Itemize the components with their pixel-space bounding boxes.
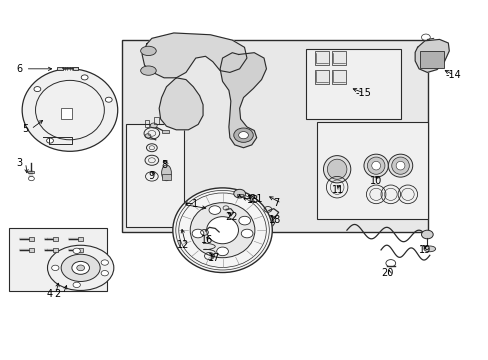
Text: 22: 22: [224, 212, 237, 221]
Ellipse shape: [190, 203, 254, 258]
Text: 16: 16: [200, 235, 212, 245]
Circle shape: [72, 261, 89, 274]
Text: 6: 6: [17, 64, 23, 74]
Text: -14: -14: [445, 70, 460, 80]
Text: ←21: ←21: [242, 194, 262, 204]
Circle shape: [101, 260, 108, 265]
Bar: [73, 67, 78, 70]
Circle shape: [46, 138, 53, 143]
Circle shape: [105, 97, 112, 102]
Circle shape: [233, 189, 245, 198]
Ellipse shape: [391, 157, 408, 174]
Circle shape: [101, 270, 108, 276]
Text: 3: 3: [17, 158, 23, 168]
Bar: [316, 122, 427, 219]
Polygon shape: [414, 40, 448, 72]
Ellipse shape: [172, 188, 272, 273]
Polygon shape: [220, 53, 266, 148]
Bar: [331, 51, 345, 65]
Ellipse shape: [366, 157, 384, 174]
Circle shape: [34, 87, 41, 91]
Bar: [236, 194, 242, 196]
Ellipse shape: [22, 69, 118, 151]
Bar: [29, 248, 34, 252]
Bar: [305, 49, 400, 119]
Ellipse shape: [387, 154, 412, 177]
Bar: [78, 237, 82, 241]
Text: 18: 18: [268, 215, 281, 225]
Text: 11: 11: [331, 185, 344, 195]
Text: 17: 17: [207, 253, 220, 263]
Circle shape: [241, 229, 252, 238]
Bar: [126, 125, 183, 226]
Ellipse shape: [47, 245, 114, 291]
Ellipse shape: [141, 46, 156, 55]
Text: 13: 13: [246, 195, 259, 206]
Polygon shape: [142, 33, 246, 78]
Text: 10: 10: [369, 176, 382, 186]
Bar: [161, 174, 171, 180]
Ellipse shape: [61, 254, 100, 282]
Text: 20: 20: [380, 268, 393, 278]
Bar: [9, 228, 107, 291]
Bar: [78, 248, 82, 252]
Ellipse shape: [371, 161, 380, 170]
Polygon shape: [159, 78, 203, 130]
Text: 7: 7: [272, 198, 279, 208]
Circle shape: [421, 230, 432, 239]
Bar: [154, 117, 159, 125]
Bar: [57, 67, 63, 70]
Bar: [315, 51, 328, 65]
Text: ←1: ←1: [184, 199, 199, 210]
Ellipse shape: [161, 165, 171, 181]
Text: 19: 19: [418, 245, 430, 255]
Text: 8: 8: [161, 160, 167, 170]
Bar: [61, 108, 72, 119]
Circle shape: [77, 265, 84, 271]
Bar: [331, 69, 345, 84]
Text: 9: 9: [148, 171, 154, 181]
Text: 5: 5: [22, 124, 28, 134]
Ellipse shape: [206, 217, 238, 244]
Ellipse shape: [323, 156, 350, 183]
Circle shape: [208, 206, 220, 215]
Ellipse shape: [327, 159, 346, 179]
Circle shape: [216, 247, 228, 256]
Text: 12: 12: [177, 240, 189, 250]
Ellipse shape: [395, 161, 404, 170]
Text: 2: 2: [54, 289, 61, 299]
Circle shape: [145, 134, 151, 138]
Circle shape: [73, 248, 80, 253]
Circle shape: [238, 216, 250, 225]
Circle shape: [150, 123, 157, 128]
Text: -15: -15: [355, 88, 371, 98]
Ellipse shape: [363, 154, 387, 177]
Bar: [29, 237, 34, 241]
Bar: [53, 248, 58, 252]
Circle shape: [28, 176, 34, 181]
Bar: [315, 69, 328, 84]
Bar: [161, 130, 168, 133]
Circle shape: [192, 229, 203, 238]
Text: 4: 4: [47, 289, 53, 299]
Bar: [28, 171, 34, 173]
Bar: [53, 237, 58, 241]
Bar: [144, 120, 149, 127]
Bar: [419, 51, 444, 68]
Circle shape: [73, 282, 80, 288]
Circle shape: [233, 128, 253, 142]
Circle shape: [238, 132, 248, 139]
Bar: [122, 40, 427, 232]
Ellipse shape: [141, 66, 156, 75]
Circle shape: [81, 75, 88, 80]
Ellipse shape: [423, 246, 435, 252]
Circle shape: [52, 265, 59, 271]
